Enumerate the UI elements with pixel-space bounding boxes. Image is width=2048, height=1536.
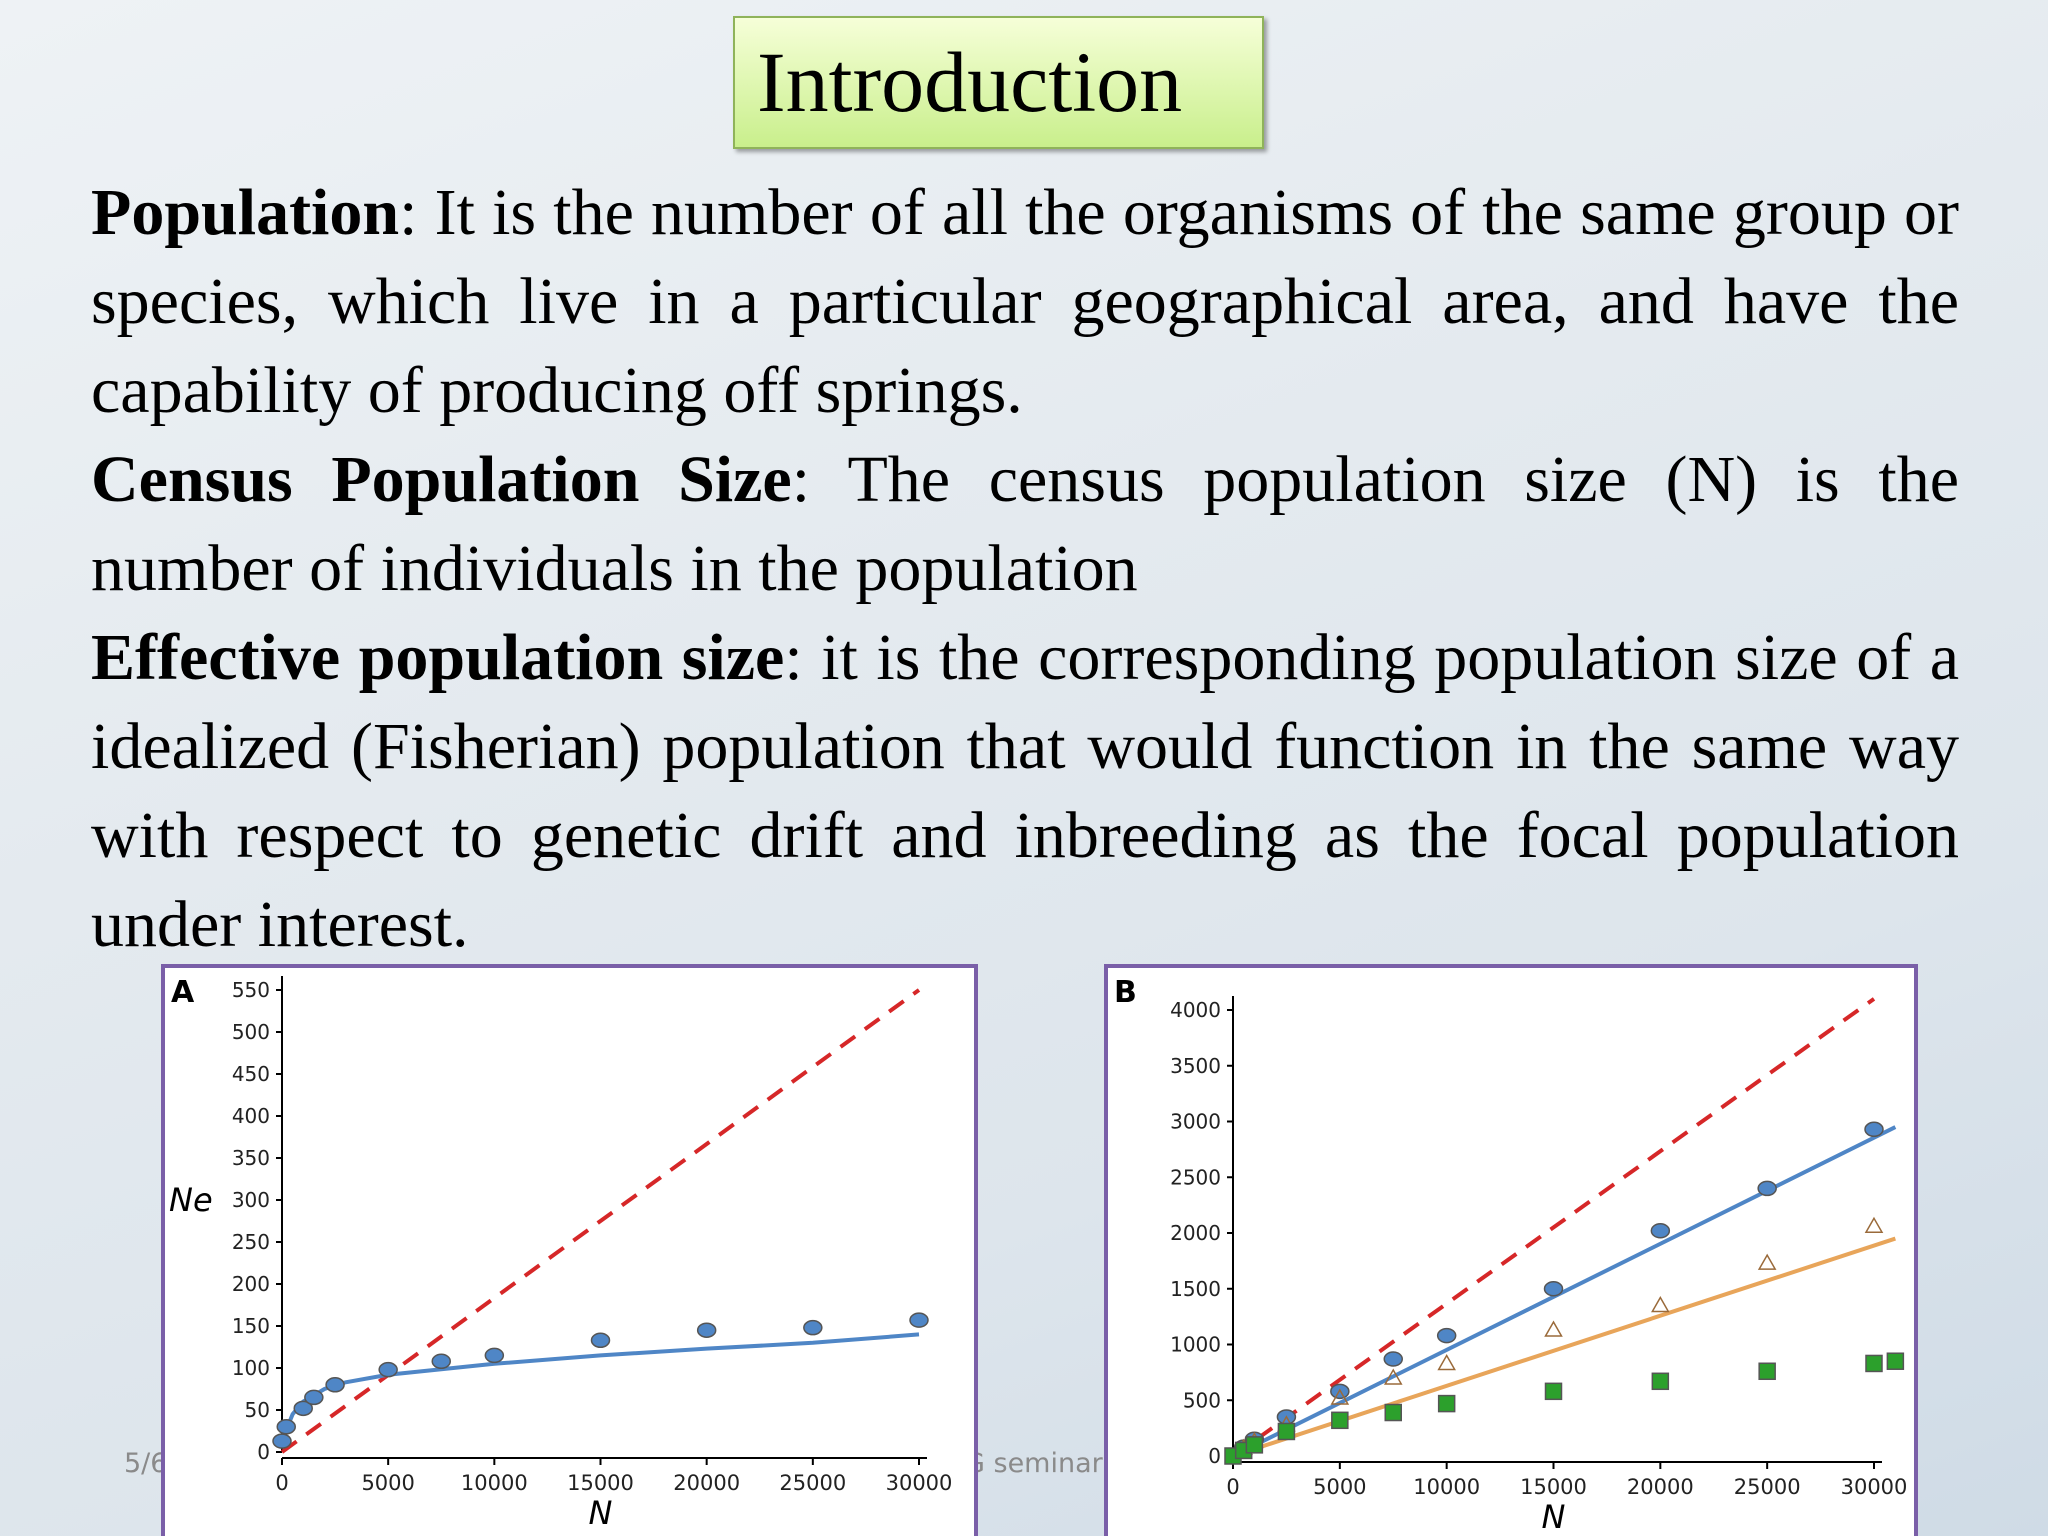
point bbox=[1383, 1351, 1403, 1367]
y-tick-label: 100 bbox=[232, 1356, 270, 1380]
point bbox=[696, 1322, 717, 1338]
y-axis-label: Ne bbox=[169, 1181, 213, 1219]
y-tick-label: 150 bbox=[232, 1314, 270, 1338]
point bbox=[1544, 1320, 1563, 1337]
point bbox=[1245, 1436, 1264, 1454]
y-tick-label: 0 bbox=[1208, 1444, 1221, 1468]
y-tick-label: 500 bbox=[232, 1020, 270, 1044]
point bbox=[325, 1377, 345, 1393]
x-tick-label: 5000 bbox=[361, 1471, 414, 1495]
x-axis-label: N bbox=[1542, 1498, 1566, 1536]
x-tick-label: 0 bbox=[275, 1471, 288, 1495]
chart-frame bbox=[161, 964, 978, 1536]
point bbox=[1331, 1411, 1349, 1430]
point bbox=[1651, 1372, 1670, 1391]
definition: : it is the corresponding population siz… bbox=[91, 621, 1959, 961]
y-tick-label: 2000 bbox=[1170, 1221, 1221, 1245]
body-text: Population: It is the number of all the … bbox=[91, 168, 1959, 969]
point bbox=[909, 1312, 929, 1328]
point bbox=[1383, 1368, 1403, 1385]
y-tick-label: 550 bbox=[232, 978, 270, 1002]
term: Effective population size bbox=[91, 621, 785, 694]
series-line bbox=[1232, 1125, 1897, 1458]
x-tick-label: 25000 bbox=[1734, 1475, 1801, 1499]
point bbox=[484, 1347, 505, 1364]
x-tick-label: 10000 bbox=[1413, 1475, 1480, 1499]
definition: : It is the number of all the organisms … bbox=[91, 176, 1959, 427]
y-tick-label: 300 bbox=[232, 1188, 270, 1212]
x-tick-label: 15000 bbox=[567, 1471, 634, 1495]
y-tick-label: 3500 bbox=[1170, 1054, 1221, 1078]
footer-event: G seminar bbox=[964, 1448, 1103, 1479]
x-tick-label: 20000 bbox=[673, 1471, 740, 1495]
y-tick-label: 0 bbox=[257, 1440, 270, 1464]
point bbox=[1758, 1362, 1776, 1381]
y-tick-label: 4000 bbox=[1170, 998, 1221, 1022]
term: Population bbox=[91, 176, 400, 249]
point bbox=[1864, 1216, 1884, 1234]
point bbox=[293, 1400, 313, 1417]
series-line bbox=[1231, 997, 1876, 1458]
x-tick-label: 25000 bbox=[779, 1471, 846, 1495]
y-tick-label: 1000 bbox=[1170, 1333, 1221, 1357]
point bbox=[276, 1419, 296, 1435]
point bbox=[378, 1361, 398, 1378]
panel-label: B bbox=[1114, 975, 1137, 1010]
point bbox=[1330, 1388, 1350, 1405]
point bbox=[272, 1433, 292, 1449]
paragraph: Census Population Size: The census popul… bbox=[91, 435, 1959, 613]
y-tick-label: 350 bbox=[232, 1146, 270, 1170]
x-tick-label: 5000 bbox=[1313, 1475, 1366, 1499]
point bbox=[1437, 1353, 1456, 1371]
point bbox=[1864, 1121, 1884, 1138]
x-axis-label: N bbox=[589, 1494, 613, 1532]
point bbox=[1277, 1422, 1296, 1441]
x-tick-label: 0 bbox=[1226, 1475, 1239, 1499]
y-tick-label: 2500 bbox=[1170, 1165, 1221, 1189]
y-tick-label: 200 bbox=[232, 1272, 270, 1296]
point bbox=[1886, 1352, 1905, 1370]
y-tick-label: 400 bbox=[232, 1104, 270, 1128]
point bbox=[1436, 1327, 1457, 1344]
x-tick-label: 30000 bbox=[886, 1471, 953, 1495]
y-tick-label: 450 bbox=[232, 1062, 270, 1086]
point bbox=[1757, 1253, 1777, 1270]
point bbox=[1437, 1394, 1456, 1413]
x-tick-label: 15000 bbox=[1520, 1475, 1587, 1499]
paragraph: Population: It is the number of all the … bbox=[91, 168, 1959, 435]
definition: : The census population size (N) is the … bbox=[91, 443, 1959, 605]
point bbox=[1384, 1403, 1402, 1422]
x-tick-label: 20000 bbox=[1627, 1475, 1694, 1499]
point bbox=[1651, 1295, 1670, 1313]
footer-date: 5/6 bbox=[124, 1448, 168, 1479]
y-tick-label: 500 bbox=[1183, 1388, 1221, 1412]
point bbox=[431, 1353, 451, 1370]
term: Census Population Size bbox=[91, 443, 792, 516]
x-tick-label: 10000 bbox=[461, 1471, 528, 1495]
point bbox=[590, 1332, 611, 1349]
panel-label: A bbox=[171, 975, 195, 1010]
y-tick-label: 1500 bbox=[1170, 1277, 1221, 1301]
point bbox=[1650, 1223, 1671, 1239]
point bbox=[1543, 1281, 1564, 1297]
point bbox=[1865, 1354, 1883, 1373]
point bbox=[1757, 1180, 1777, 1197]
point bbox=[803, 1319, 823, 1336]
paragraph: Effective population size: it is the cor… bbox=[91, 613, 1959, 969]
x-tick-label: 30000 bbox=[1841, 1475, 1908, 1499]
point bbox=[304, 1389, 324, 1406]
y-tick-label: 3000 bbox=[1170, 1110, 1221, 1134]
point bbox=[1544, 1382, 1563, 1401]
y-tick-label: 250 bbox=[232, 1230, 270, 1254]
y-tick-label: 50 bbox=[245, 1398, 270, 1422]
slide-title: Introduction bbox=[733, 16, 1264, 149]
